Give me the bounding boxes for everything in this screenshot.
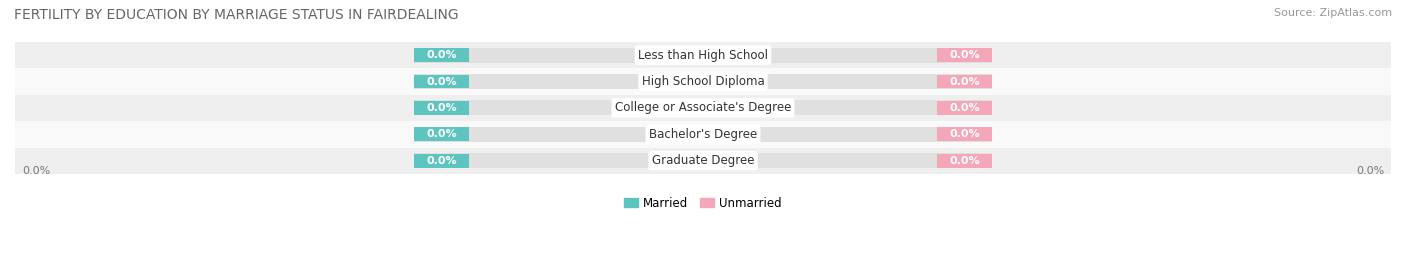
Text: Graduate Degree: Graduate Degree xyxy=(652,154,754,167)
Bar xyxy=(703,100,993,115)
Text: 0.0%: 0.0% xyxy=(949,129,980,139)
Text: 0.0%: 0.0% xyxy=(949,156,980,166)
Text: FERTILITY BY EDUCATION BY MARRIAGE STATUS IN FAIRDEALING: FERTILITY BY EDUCATION BY MARRIAGE STATU… xyxy=(14,8,458,22)
Legend: Married, Unmarried: Married, Unmarried xyxy=(620,192,786,214)
Text: College or Associate's Degree: College or Associate's Degree xyxy=(614,101,792,114)
Bar xyxy=(936,101,993,115)
Text: 0.0%: 0.0% xyxy=(1355,166,1384,176)
Bar xyxy=(703,74,993,89)
Bar xyxy=(413,100,703,115)
Bar xyxy=(703,153,993,168)
Text: 0.0%: 0.0% xyxy=(426,76,457,87)
Text: High School Diploma: High School Diploma xyxy=(641,75,765,88)
Text: 0.0%: 0.0% xyxy=(426,50,457,60)
Bar xyxy=(413,75,470,89)
Text: 0.0%: 0.0% xyxy=(426,103,457,113)
Text: Source: ZipAtlas.com: Source: ZipAtlas.com xyxy=(1274,8,1392,18)
Text: 0.0%: 0.0% xyxy=(22,166,51,176)
Bar xyxy=(703,48,993,63)
Bar xyxy=(413,154,470,168)
Bar xyxy=(936,154,993,168)
Bar xyxy=(15,42,1391,68)
Text: 0.0%: 0.0% xyxy=(949,103,980,113)
Bar xyxy=(15,68,1391,95)
Bar xyxy=(413,48,470,62)
Text: 0.0%: 0.0% xyxy=(949,76,980,87)
Bar xyxy=(413,128,470,141)
Bar xyxy=(15,121,1391,147)
Bar xyxy=(936,128,993,141)
Bar xyxy=(413,127,703,142)
Bar xyxy=(413,101,470,115)
Bar xyxy=(413,48,703,63)
Bar xyxy=(936,48,993,62)
Bar xyxy=(15,147,1391,174)
Bar xyxy=(703,127,993,142)
Bar xyxy=(413,74,703,89)
Text: Less than High School: Less than High School xyxy=(638,49,768,62)
Text: Bachelor's Degree: Bachelor's Degree xyxy=(650,128,756,141)
Text: 0.0%: 0.0% xyxy=(949,50,980,60)
Text: 0.0%: 0.0% xyxy=(426,129,457,139)
Bar xyxy=(936,75,993,89)
Bar xyxy=(413,153,703,168)
Text: 0.0%: 0.0% xyxy=(426,156,457,166)
Bar xyxy=(15,95,1391,121)
